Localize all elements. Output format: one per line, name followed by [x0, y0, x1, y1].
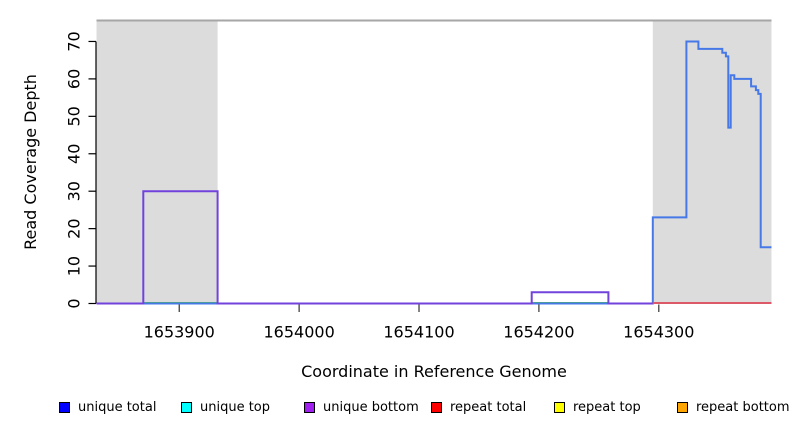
- legend-item-unique-bottom: unique bottom: [304, 398, 419, 416]
- y-tick-label: 0: [65, 298, 84, 308]
- unique-total-swatch-icon: [59, 401, 70, 413]
- y-tick-label: 60: [65, 69, 84, 89]
- y-tick-label: 20: [65, 218, 84, 238]
- x-tick-label: 1654200: [503, 323, 574, 342]
- y-tick-label: 40: [65, 144, 84, 164]
- y-tick-label: 10: [65, 256, 84, 276]
- x-tick-label: 1654000: [263, 323, 334, 342]
- x-tick-label: 1653900: [144, 323, 215, 342]
- repeat-region-shade: [96, 19, 218, 304]
- legend-item-unique-total: unique total: [59, 398, 156, 416]
- legend-label: repeat top: [573, 399, 641, 415]
- legend: unique total unique top unique bottom re…: [0, 398, 792, 418]
- unique-bottom-swatch-icon: [304, 401, 315, 413]
- legend-item-unique-top: unique top: [181, 398, 270, 416]
- y-tick-label: 50: [65, 106, 84, 126]
- legend-item-repeat-total: repeat total: [431, 398, 526, 416]
- x-tick-label: 1654300: [623, 323, 694, 342]
- y-tick-label: 30: [65, 181, 84, 201]
- y-tick-label: 70: [65, 31, 84, 51]
- series-unique-bottom-line: [96, 190, 653, 305]
- legend-item-repeat-top: repeat top: [554, 398, 641, 416]
- series-unique-total-line: [96, 40, 772, 305]
- repeat-top-swatch-icon: [554, 401, 565, 413]
- legend-label: repeat total: [450, 399, 527, 415]
- unique-top-swatch-icon: [181, 401, 192, 413]
- x-axis-title: Coordinate in Reference Genome: [301, 362, 567, 381]
- x-tick-label: 1654100: [383, 323, 454, 342]
- repeat-total-swatch-icon: [431, 401, 442, 413]
- repeat-region-shade: [652, 19, 772, 304]
- legend-label: unique top: [200, 399, 271, 415]
- legend-label: repeat bottom: [696, 399, 790, 415]
- legend-label: unique total: [78, 399, 157, 415]
- y-axis-title: Read Coverage Depth: [21, 74, 40, 250]
- legend-label: unique bottom: [323, 399, 419, 415]
- legend-item-repeat-bottom: repeat bottom: [677, 398, 790, 416]
- repeat-bottom-swatch-icon: [677, 401, 688, 413]
